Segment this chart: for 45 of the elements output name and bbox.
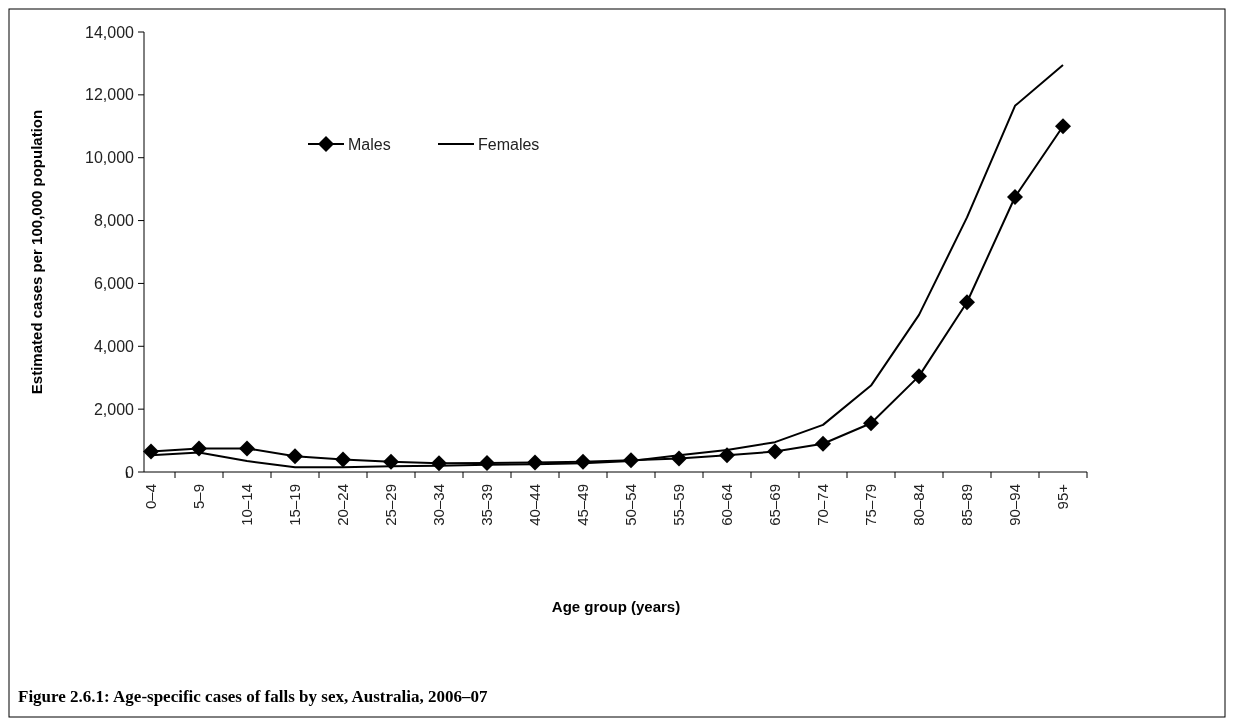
point [143,443,159,460]
x-tick-label: 0–4 [142,484,159,510]
point [767,443,783,460]
y-axis-title: Estimated cases per 100,000 population [28,109,45,395]
x-tick-label: 15–19 [286,484,303,526]
x-tick-label: 95+ [1054,483,1071,510]
y-tick-label: 8,000 [93,212,135,230]
point [863,415,879,432]
point [239,440,255,457]
legend-label: Males [348,135,391,153]
x-tick-label: 70–74 [814,484,831,526]
point [959,294,975,311]
y-tick-label: 10,000 [85,149,135,167]
x-tick-label: 80–84 [910,484,927,526]
x-tick-label: 5–9 [190,484,207,510]
y-tick-label: 6,000 [93,275,135,293]
y-tick-label: 4,000 [93,337,135,355]
x-tick-label: 65–69 [766,484,783,526]
point [335,451,351,468]
x-tick-label: 40–44 [526,484,543,526]
x-tick-label: 25–29 [382,484,399,526]
point [1007,189,1023,205]
x-tick-label: 35–39 [478,484,495,526]
x-tick-label: 20–24 [334,484,351,526]
y-tick-label: 14,000 [85,23,135,41]
x-tick-label: 30–34 [430,484,447,526]
x-tick-label: 85–89 [958,484,975,526]
point [1055,118,1071,135]
point [719,447,735,464]
text: Figure 2.6.1: Age-specific cases of falls by sex, Australia, 2006–07 [18,687,488,706]
x-tick-label: 60–64 [718,484,735,526]
point [911,368,927,385]
y-tick-label: 2,000 [93,400,135,418]
x-tick-label: 10–14 [238,484,255,526]
x-tick-label: 50–54 [622,484,639,526]
point [815,435,831,452]
y-tick-label: 0 [125,463,135,481]
x-tick-label: 75–79 [862,484,879,526]
x-tick-label: 90–94 [1006,484,1023,526]
x-tick-label: 55–59 [670,484,687,526]
y-tick-label: 12,000 [85,86,135,104]
point [287,448,303,465]
x-tick-label: 45–49 [574,484,591,526]
x-axis-title: Age group (years) [551,598,681,615]
legend-label: Females [478,135,540,153]
